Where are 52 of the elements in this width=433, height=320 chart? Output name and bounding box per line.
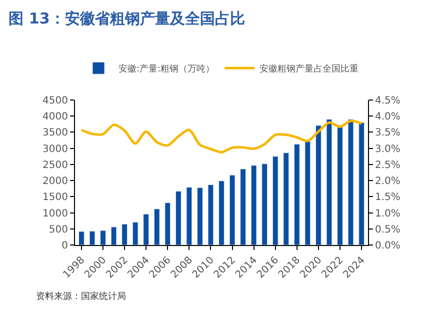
bar <box>197 187 203 245</box>
y2-tick-label: 4.0% <box>375 112 400 123</box>
y-tick-label: 1000 <box>42 208 68 220</box>
y2-tick-label: 4.5% <box>375 96 400 106</box>
bar <box>132 222 138 245</box>
bar <box>122 224 128 245</box>
bar <box>218 180 224 245</box>
legend-label: 安徽粗钢产量占全国比重 <box>260 64 359 75</box>
bar <box>110 226 117 245</box>
bar <box>272 156 278 245</box>
bar <box>89 230 96 245</box>
bar <box>240 168 246 245</box>
bar <box>164 202 171 245</box>
y2-tick-label: 2.5% <box>375 160 400 171</box>
bar <box>229 174 236 245</box>
y-tick-label: 1500 <box>42 192 68 204</box>
text: 资料来源：国家统计局 <box>36 291 126 302</box>
bar <box>316 125 322 245</box>
y-tick-label: 3000 <box>42 144 68 155</box>
bar <box>326 119 332 245</box>
bar <box>262 164 268 245</box>
y-tick-label: 4500 <box>42 96 68 106</box>
bar <box>250 165 257 245</box>
y-tick-label: 2500 <box>42 160 68 171</box>
y2-tick-label: 3.5% <box>375 128 400 139</box>
bar <box>208 184 214 245</box>
y-tick-label: 500 <box>48 224 68 236</box>
line-series <box>80 120 363 154</box>
y-tick-label: 3500 <box>42 128 68 139</box>
y2-tick-label: 1.0% <box>375 208 400 220</box>
y2-tick-label: 0.0% <box>375 240 400 252</box>
y2-tick-label: 2.0% <box>375 176 400 188</box>
y-tick-label: 4000 <box>42 112 68 123</box>
y-tick-label: 2000 <box>42 176 68 188</box>
bar <box>294 144 300 245</box>
bar <box>175 190 182 245</box>
bar <box>154 208 160 245</box>
bar <box>283 152 290 245</box>
bar <box>348 119 354 245</box>
y2-tick-label: 1.5% <box>375 192 400 204</box>
bar <box>358 122 364 245</box>
y-tick-label: 0 <box>62 240 68 252</box>
y2-tick-label: 0.5% <box>375 224 400 236</box>
bar <box>143 214 150 245</box>
bar <box>100 230 106 245</box>
bar <box>186 187 192 245</box>
bar <box>78 231 84 245</box>
legend-label: 安徽:产量:粗钢（万吨） <box>118 64 215 75</box>
y2-tick-label: 3.0% <box>375 144 400 155</box>
bar <box>337 124 343 245</box>
bar <box>304 141 311 245</box>
chart-title: 图 13：安徽省粗钢产量及全国占比 <box>8 9 245 28</box>
